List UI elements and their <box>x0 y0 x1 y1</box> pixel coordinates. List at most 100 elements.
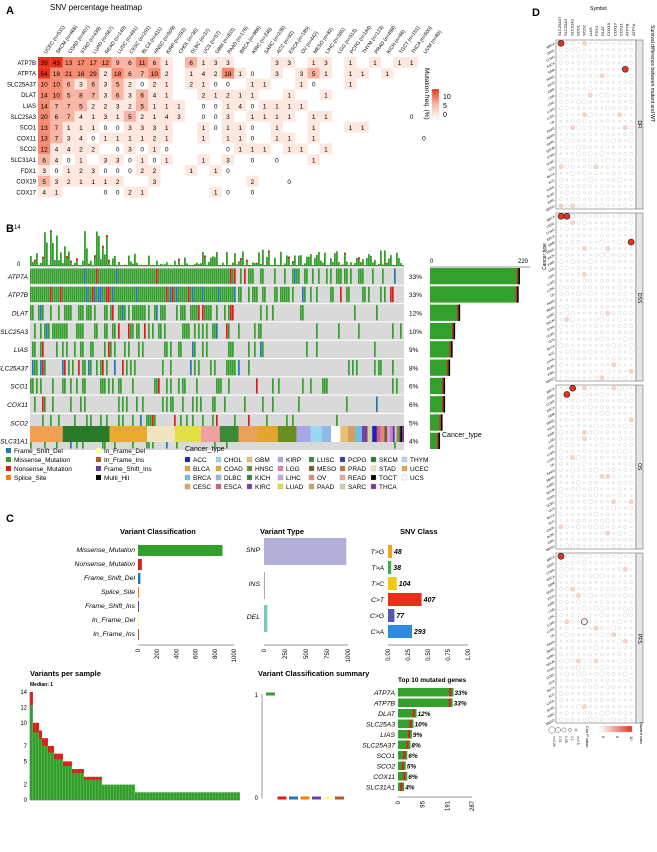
matrix-cell <box>364 286 366 303</box>
survival-bubble <box>617 369 622 374</box>
heatmap-row-label: LIAS <box>23 104 36 110</box>
survival-bubble <box>559 67 563 71</box>
heatmap-cell <box>50 132 63 144</box>
snv-bar-label: 38 <box>393 565 401 572</box>
heatmap-cell <box>38 175 51 187</box>
survival-bubble <box>593 467 599 473</box>
survival-bubble <box>565 386 569 390</box>
top-bar <box>220 265 222 266</box>
survival-bubble <box>563 212 571 220</box>
survival-bubble <box>611 132 616 137</box>
survival-bubble <box>605 291 610 296</box>
survival-bubble <box>565 717 569 722</box>
survival-bubble <box>605 506 610 510</box>
matrix-cell <box>200 396 202 412</box>
matrix-cell <box>216 286 218 303</box>
heatmap-cell-value: 1 <box>349 71 353 78</box>
survival-bubble <box>599 606 605 611</box>
heatmap-cell-value: 0 <box>128 168 132 175</box>
survival-row-label: ACC <box>548 350 556 357</box>
survival-bubble <box>565 500 569 503</box>
survival-bubble <box>629 711 633 715</box>
survival-bubble <box>618 67 621 71</box>
cancer-legend-swatch <box>308 483 315 490</box>
survival-bubble <box>577 574 580 578</box>
survival-bubble <box>576 350 581 354</box>
survival-bubble <box>565 343 569 348</box>
survival-bubble <box>588 581 592 584</box>
matrix-cell <box>94 268 96 284</box>
survival-bubble <box>571 100 574 104</box>
heatmap-cell <box>62 143 75 155</box>
heatmap-cell <box>221 143 234 155</box>
survival-bubble <box>594 704 598 709</box>
survival-row-label: BRCA <box>546 386 556 394</box>
survival-bubble <box>606 357 610 360</box>
cancer-legend-swatch <box>401 474 408 481</box>
heatmap-cell-value: 3 <box>91 168 95 175</box>
snv-bar-label: 77 <box>396 613 405 620</box>
survival-facet-strip <box>635 212 644 382</box>
top-bar <box>268 250 270 266</box>
heatmap-cell-value: 7 <box>55 136 59 143</box>
survival-bubble <box>600 145 604 149</box>
heatmap-cell <box>87 67 100 79</box>
survival-bubble <box>570 405 575 409</box>
snv-heatmap-panel: SNV percentage heatmap UCEC (n=531)SKCM … <box>7 3 451 198</box>
matrix-cell <box>216 268 218 284</box>
survival-bubble <box>629 106 633 110</box>
top-bar <box>396 252 398 266</box>
matrix-cell <box>168 286 170 303</box>
matrix-cell <box>220 378 222 394</box>
survival-bubble <box>577 718 580 722</box>
top-bar <box>32 261 34 266</box>
survival-row-label: LUSC <box>546 113 556 121</box>
matrix-cell <box>214 396 216 412</box>
survival-bubble <box>618 132 621 136</box>
survival-bubble <box>605 632 610 637</box>
top-bar-nonsense <box>358 257 360 260</box>
survival-facet-box <box>555 552 637 724</box>
survival-bubble <box>588 48 592 52</box>
matrix-cell <box>102 268 104 284</box>
survival-bubble <box>559 273 563 276</box>
heatmap-cell <box>246 132 259 144</box>
top-bar <box>140 264 142 266</box>
vps-bar <box>48 746 51 800</box>
vps-bar <box>213 792 216 800</box>
matrix-cell <box>52 378 54 394</box>
survival-bubble <box>583 197 586 201</box>
survival-bubble <box>600 691 604 696</box>
survival-row-label: KIRC <box>547 711 556 719</box>
survival-bubble <box>629 487 633 491</box>
matrix-cell <box>296 268 298 284</box>
matrix-cell <box>164 341 166 357</box>
heatmap-cell-value: 4 <box>42 190 46 197</box>
survival-bubble <box>594 337 598 341</box>
survival-bubble <box>565 240 569 244</box>
matrix-cell <box>188 323 190 339</box>
survival-bubble <box>600 221 604 224</box>
survival-bubble <box>588 386 592 390</box>
matrix-cell <box>164 268 166 284</box>
survival-bubble <box>588 411 593 416</box>
survival-bubble <box>588 240 592 244</box>
survival-row-label: COAD <box>546 567 557 575</box>
matrix-cell <box>216 378 218 394</box>
survival-row-label: CHOL <box>546 698 556 706</box>
survival-bubble <box>571 227 574 231</box>
survival-color-legend-tick: 0 <box>601 736 606 739</box>
survival-bubble <box>576 203 581 208</box>
survival-bubble <box>606 568 610 571</box>
matrix-cell <box>40 378 42 394</box>
survival-bubble <box>599 239 605 245</box>
cancer-legend-label: ACC <box>193 457 207 464</box>
survival-facet-box <box>555 212 637 382</box>
survival-bubble <box>629 646 633 650</box>
top-bar <box>38 265 40 266</box>
vps-bar <box>207 792 210 800</box>
survival-bubble <box>576 73 581 78</box>
survival-bubble <box>594 178 598 182</box>
survival-bubble <box>583 331 586 334</box>
